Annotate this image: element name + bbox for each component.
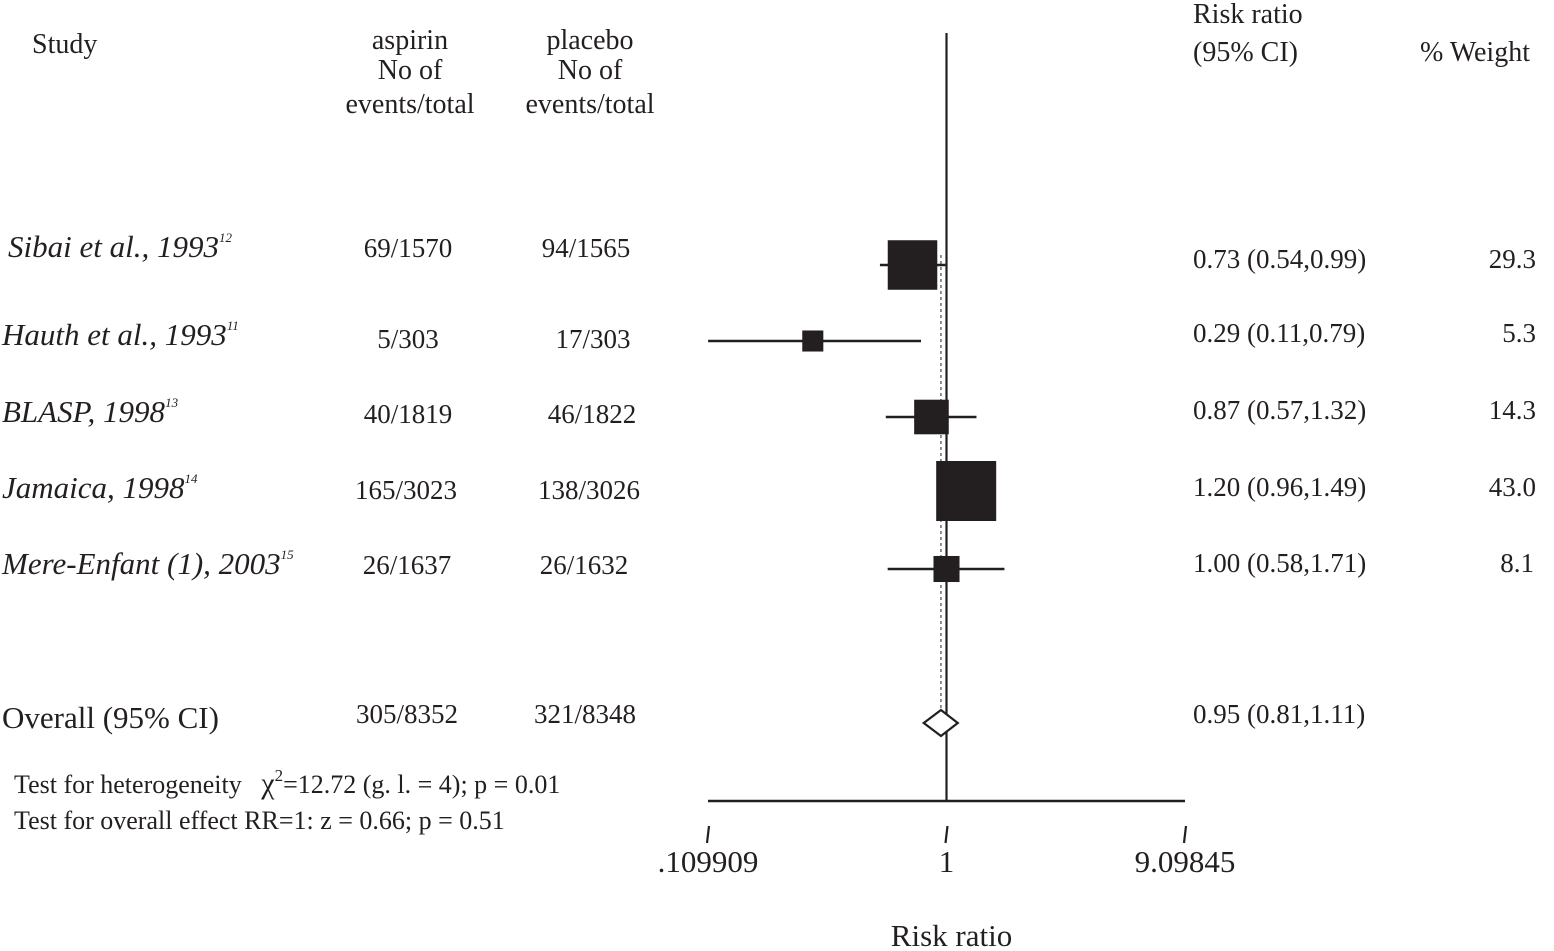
study-ref: 11 — [226, 317, 239, 333]
weight-value: 8.1 — [1500, 548, 1534, 578]
heterogeneity-prefix: Test for heterogeneity — [14, 770, 242, 799]
point-estimate-box — [887, 240, 938, 290]
placebo-events: 138/3026 — [537, 475, 641, 505]
study-name-text: BLASP, 1998 — [2, 394, 166, 429]
header-aspirin-line2: No of — [377, 55, 443, 86]
study-ref: 13 — [165, 394, 179, 410]
aspirin-events: 26/1637 — [362, 550, 452, 580]
header-aspirin-line1: aspirin — [371, 25, 449, 56]
placebo-events: 26/1632 — [539, 550, 629, 580]
risk-ratio-value: 0.29 (0.11,0.79) — [1193, 318, 1366, 348]
overall-placebo: 321/8348 — [533, 699, 637, 729]
point-estimate-box — [933, 555, 960, 583]
weight-value: 14.3 — [1488, 395, 1536, 425]
header-placebo-line3: events/total — [525, 89, 655, 120]
x-tick — [1182, 825, 1188, 844]
x-tick-label: 1 — [939, 844, 955, 879]
header-risk-ratio-line1: Risk ratio — [1193, 0, 1303, 30]
x-tick — [705, 825, 711, 844]
aspirin-events: 40/1819 — [363, 399, 453, 429]
risk-ratio-value: 0.73 (0.54,0.99) — [1193, 244, 1367, 274]
x-tick — [944, 825, 949, 844]
weight-value: 5.3 — [1502, 318, 1536, 348]
header-aspirin-line3: events/total — [345, 89, 475, 120]
risk-ratio-value: 0.87 (0.57,1.32) — [1193, 395, 1367, 425]
overall-label: Overall (95% CI) — [2, 700, 219, 735]
study-ref: 12 — [218, 229, 232, 245]
risk-ratio-value: 1.00 (0.58,1.71) — [1193, 548, 1367, 578]
study-name: Hauth et al., 199311 — [2, 317, 239, 352]
study-ref: 14 — [184, 470, 198, 486]
header-placebo-line1: placebo — [546, 25, 634, 56]
study-name: Sibai et al., 199312 — [8, 229, 232, 264]
chi-sup: 2 — [274, 766, 284, 786]
aspirin-events: 165/3023 — [354, 475, 458, 505]
point-estimate-box — [802, 330, 824, 352]
chi-symbol: χ — [261, 767, 275, 800]
study-name: Jamaica, 199814 — [2, 470, 198, 505]
header-weight: % Weight — [1420, 37, 1530, 68]
header-placebo-line2: No of — [557, 55, 623, 86]
study-name: Mere-Enfant (1), 200315 — [2, 546, 294, 581]
study-name-text: Hauth et al., 1993 — [2, 317, 227, 352]
study-name: BLASP, 199813 — [2, 394, 179, 429]
point-estimate-box — [914, 399, 949, 435]
study-name-text: Sibai et al., 1993 — [8, 229, 219, 264]
weight-value: 43.0 — [1488, 472, 1536, 502]
x-axis-label: Risk ratio — [891, 918, 1012, 951]
placebo-events: 46/1822 — [547, 399, 637, 429]
header-risk-ratio-line2: (95% CI) — [1193, 37, 1298, 68]
placebo-events: 94/1565 — [541, 233, 631, 263]
overall-effect-test: Test for overall effect RR=1: z = 0.66; … — [14, 806, 505, 835]
x-tick-label: .109909 — [658, 844, 759, 879]
header-study: Study — [32, 29, 98, 60]
header-risk-ratio: Risk ratio (95% CI) — [1193, 0, 1303, 76]
overall-risk-ratio: 0.95 (0.81,1.11) — [1193, 699, 1366, 729]
overall-diamond — [921, 708, 960, 738]
heterogeneity-rest: =12.72 (g. l. = 4); p = 0.01 — [283, 770, 561, 799]
aspirin-events: 5/303 — [377, 324, 439, 354]
study-name-text: Mere-Enfant (1), 2003 — [2, 546, 281, 581]
header-aspirin: aspirin No of events/total — [345, 26, 474, 120]
header-placebo: placebo No of events/total — [525, 26, 654, 120]
study-name-text: Jamaica, 1998 — [2, 470, 185, 505]
point-estimate-box — [936, 461, 997, 521]
heterogeneity-test: Test for heterogeneity χ2=12.72 (g. l. =… — [14, 766, 561, 800]
risk-ratio-value: 1.20 (0.96,1.49) — [1193, 472, 1367, 502]
study-ref: 15 — [280, 546, 294, 562]
placebo-events: 17/303 — [555, 324, 631, 354]
overall-aspirin: 305/8352 — [355, 699, 459, 729]
weight-value: 29.3 — [1488, 244, 1536, 274]
aspirin-events: 69/1570 — [363, 233, 453, 263]
x-tick-label: 9.09845 — [1135, 844, 1236, 879]
